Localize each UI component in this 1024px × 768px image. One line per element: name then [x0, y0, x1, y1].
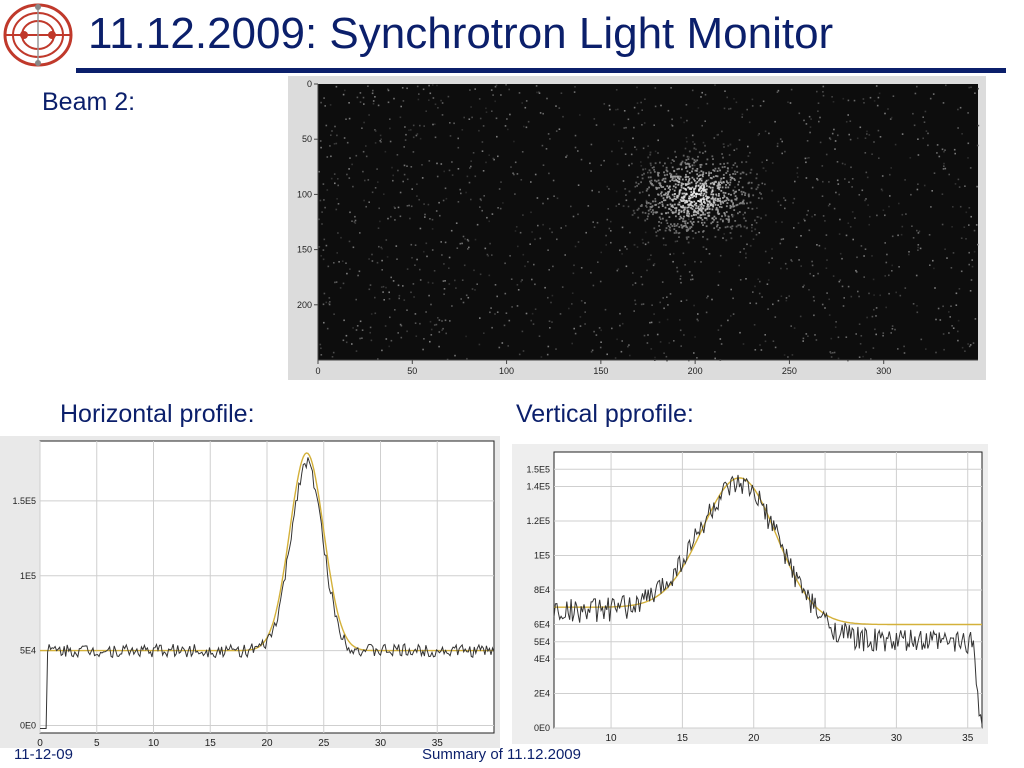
beam-label: Beam 2:: [42, 88, 136, 116]
profile-x-tick-label: 25: [820, 733, 832, 744]
profile-x-tick-label: 35: [962, 733, 974, 744]
profile-y-tick-label: 5E4: [20, 646, 36, 656]
heatmap-x-tick-label: 0: [315, 366, 320, 376]
profile-x-tick-label: 15: [677, 733, 689, 744]
lhc-logo-icon: [3, 3, 73, 67]
profile-x-tick-label: 10: [606, 733, 618, 744]
heatmap-beam-spot: [616, 134, 774, 255]
profile-y-tick-label: 1.5E5: [526, 464, 550, 474]
profile-x-tick-label: 15: [205, 738, 217, 748]
profile-y-tick-label: 1.2E5: [526, 516, 550, 526]
heatmap-x-tick-label: 150: [593, 366, 608, 376]
profile-x-tick-label: 30: [375, 738, 387, 748]
profile-measured-line: [553, 474, 983, 725]
heatmap-y-tick-label: 0: [307, 79, 312, 89]
profile-grid: [39, 441, 494, 733]
profile-y-tick-label: 2E4: [534, 689, 550, 699]
heatmap-y-tick-label: 100: [297, 189, 312, 199]
vertical-profile-label: Vertical pprofile:: [516, 400, 694, 428]
heatmap-noise: [318, 84, 980, 362]
vertical-profile-chart: 10 15 20 25 30 35 0E0 2E4 4E4 5E4 6E4 8E4 1E5 1.2E5 1.…: [512, 444, 988, 744]
profile-x-tick-label: 35: [432, 738, 444, 748]
profile-y-tick-label: 4E4: [534, 654, 550, 664]
profile-y-tick-label: 8E4: [534, 585, 550, 595]
profile-grid: [554, 452, 982, 729]
profile-y-tick-label: 0E0: [20, 721, 36, 731]
heatmap-x-tick-label: 250: [782, 366, 797, 376]
profile-x-tick-label: 20: [261, 738, 273, 748]
heatmap-y-tick-label: 200: [297, 300, 312, 310]
heatmap-y-tick-label: 150: [297, 245, 312, 255]
profile-x-tick-label: 25: [318, 738, 330, 748]
horizontal-profile-chart: 0 5 10 15 20 25 30 35 0E0 5E4 1E5 1.5E5: [0, 436, 500, 748]
profile-x-tick-label: 10: [148, 738, 160, 748]
heatmap-x-tick-label: 300: [876, 366, 891, 376]
profile-x-tick-label: 30: [891, 733, 903, 744]
profile-y-tick-label: 1E5: [20, 571, 36, 581]
footer-summary: Summary of 11.12.2009: [422, 746, 581, 763]
horizontal-profile-label: Horizontal profile:: [60, 400, 255, 428]
beam-image-chart: 0 50 100 150 200 250 300 0 50 100 150 200: [288, 76, 986, 380]
heatmap-y-tick-label: 50: [302, 134, 312, 144]
profile-x-tick-label: 20: [748, 733, 760, 744]
heatmap-area: [318, 84, 978, 360]
slide-title: 11.12.2009: Synchrotron Light Monitor: [88, 9, 834, 58]
profile-x-tick-label: 5: [94, 738, 100, 748]
profile-measured-line: [40, 457, 495, 729]
profile-y-tick-label: 1E5: [534, 551, 550, 561]
title-divider: [76, 68, 1006, 73]
profile-y-tick-label: 6E4: [534, 620, 550, 630]
heatmap-x-tick-label: 200: [688, 366, 703, 376]
profile-y-tick-label: 5E4: [534, 637, 550, 647]
footer-date: 11-12-09: [14, 746, 73, 763]
profile-y-tick-label: 1.4E5: [526, 482, 550, 492]
profile-y-tick-label: 1.5E5: [12, 496, 36, 506]
profile-y-tick-label: 0E0: [534, 723, 550, 733]
profile-x-tick-label: 0: [37, 738, 43, 748]
heatmap-x-tick-label: 100: [499, 366, 514, 376]
heatmap-x-tick-label: 50: [407, 366, 417, 376]
